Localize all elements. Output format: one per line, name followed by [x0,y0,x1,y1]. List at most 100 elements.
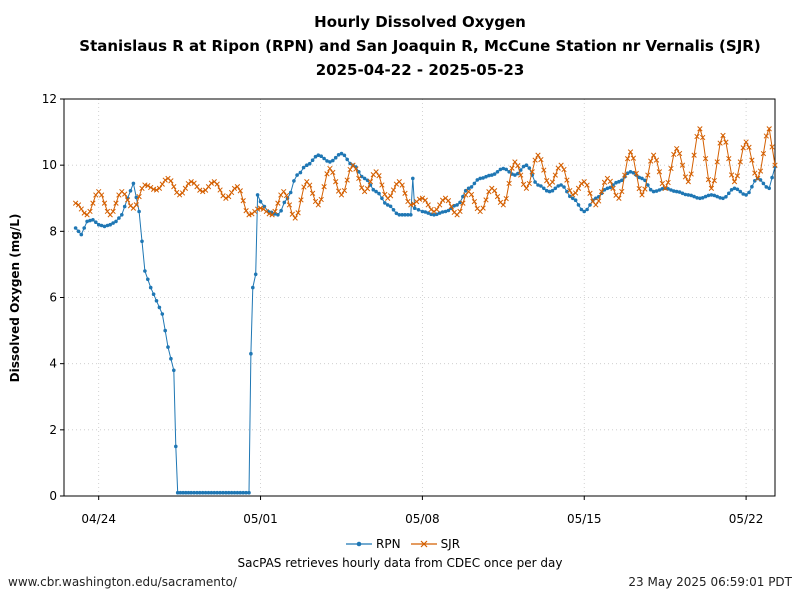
series-rpn [73,151,777,495]
y-tick-label: 0 [49,489,57,503]
data-point-sjr [148,184,154,191]
data-point-sjr [697,126,703,132]
data-point-rpn [295,173,299,177]
data-point-rpn [82,226,86,230]
data-point-sjr [532,157,538,163]
x-tick-label: 05/15 [567,512,602,526]
data-point-rpn [761,181,766,186]
data-point-sjr [494,193,501,200]
data-point-rpn [189,490,193,495]
data-point-rpn [654,189,659,193]
data-point-rpn [146,277,150,282]
data-point-sjr [373,169,379,175]
data-point-sjr [650,152,657,158]
data-point-sjr [552,172,558,178]
data-point-rpn [174,444,178,449]
data-point-sjr [234,184,241,190]
y-tick-label: 6 [49,291,57,305]
y-tick-label: 10 [42,158,57,172]
data-point-sjr [113,200,119,206]
data-point-sjr [75,202,82,208]
data-point-rpn [579,207,584,212]
data-point-sjr [760,150,767,157]
data-point-rpn [111,221,115,225]
data-point-rpn [669,188,673,192]
data-point-sjr [176,192,183,198]
data-point-sjr [188,179,194,185]
data-point-sjr [578,180,585,187]
data-point-sjr [376,173,382,179]
data-point-rpn [385,203,390,207]
data-point-sjr [364,186,371,192]
data-point-sjr [749,157,755,163]
data-point-rpn [750,184,754,189]
data-point-sjr [408,202,414,208]
data-point-sjr [480,205,486,211]
data-point-sjr [422,197,428,203]
data-point-sjr [633,170,639,177]
data-point-sjr [344,177,350,183]
data-point-rpn [536,183,540,187]
data-point-sjr [223,195,229,201]
data-point-rpn [76,229,81,234]
data-point-rpn [383,201,387,205]
data-point-rpn [186,490,191,495]
data-point-sjr [720,132,726,139]
data-point-rpn [131,181,136,186]
data-point-rpn [102,224,107,229]
data-point-rpn [143,269,147,273]
data-point-sjr [746,144,752,150]
data-point-rpn [200,490,205,495]
data-point-rpn [712,193,717,198]
data-point-rpn [247,490,251,495]
data-point-rpn [238,490,243,495]
data-point-rpn [553,186,558,191]
data-point-rpn [432,213,436,217]
data-point-sjr [437,202,443,208]
data-point-sjr [659,180,665,187]
data-point-sjr [72,200,79,206]
data-point-rpn [377,191,381,196]
data-point-rpn [258,199,263,204]
data-point-rpn [397,213,402,217]
y-axis-label: Dissolved Oxygen (mg/L) [8,214,22,383]
data-point-sjr [717,140,723,146]
data-point-sjr [330,169,336,176]
data-point-rpn [521,164,526,169]
data-point-sjr [769,144,775,150]
data-point-sjr [616,195,622,201]
data-point-rpn [169,356,173,361]
data-point-rpn [79,232,84,237]
data-point-rpn [195,490,199,495]
data-point-sjr [523,185,530,191]
data-point-rpn [255,193,260,197]
data-point-sjr [301,184,307,190]
source-url[interactable]: www.cbr.washington.edu/sacramento/ [8,575,237,589]
data-point-sjr [275,200,281,206]
data-point-sjr [286,202,293,208]
data-point-rpn [732,186,737,191]
data-point-rpn [400,213,405,217]
data-point-rpn [232,490,237,495]
data-point-rpn [437,211,442,215]
data-point-rpn [249,351,253,356]
data-point-rpn [160,312,165,316]
data-point-sjr [341,187,348,194]
data-point-sjr [110,208,116,215]
data-point-sjr [688,171,694,177]
data-point-rpn [478,176,483,181]
data-point-rpn [362,176,367,181]
data-point-rpn [409,213,413,217]
data-point-sjr [694,133,700,140]
data-point-sjr [587,190,593,196]
data-point-sjr [656,169,663,175]
data-point-sjr [567,187,573,194]
data-point-rpn [648,187,653,192]
data-point-sjr [671,151,677,158]
data-point-rpn [310,158,315,162]
data-point-rpn [677,190,682,194]
data-point-sjr [321,184,327,190]
data-point-sjr [575,185,582,191]
grid [64,98,775,497]
data-point-sjr [460,200,466,206]
